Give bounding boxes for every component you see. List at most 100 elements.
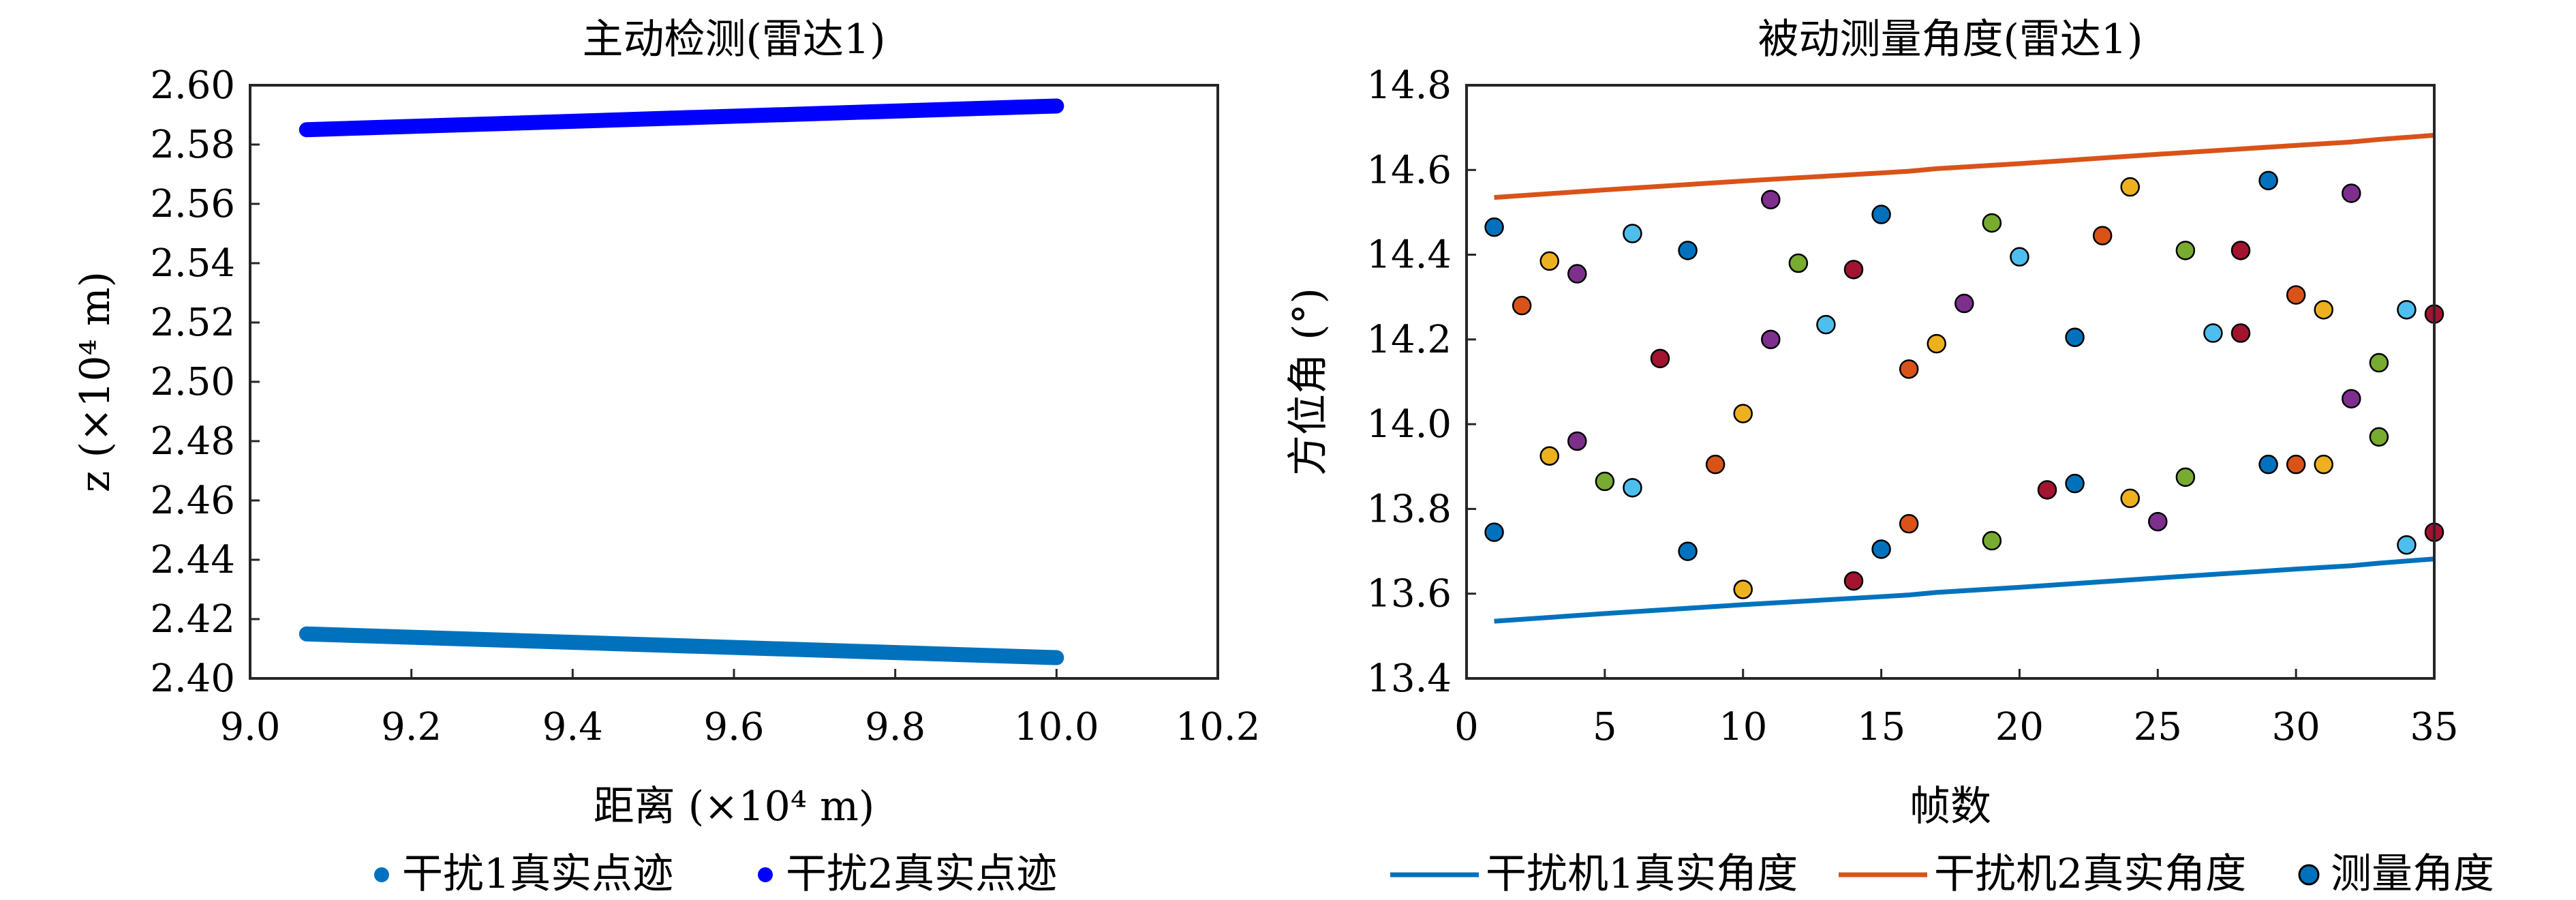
left-x-tick-label: 9.6 bbox=[703, 705, 764, 749]
right-y-tick-label: 13.8 bbox=[1366, 487, 1452, 531]
left-y-tick-label: 2.52 bbox=[150, 301, 235, 345]
right-measured-point bbox=[1788, 253, 1809, 273]
left-x-axis-label: 距离 (×10⁴ m) bbox=[594, 783, 875, 830]
right-measured-point bbox=[2369, 352, 2389, 373]
right-measured-point bbox=[1595, 471, 1615, 492]
right-measured-point bbox=[2286, 285, 2306, 305]
right-legend-label-3: 测量角度 bbox=[2331, 850, 2494, 898]
right-measured-point bbox=[2120, 488, 2140, 509]
left-chart-title: 主动检测(雷达1) bbox=[583, 16, 886, 63]
right-y-axis-label: 方位角 (°) bbox=[1285, 288, 1332, 476]
left-x-tick-label: 9.0 bbox=[219, 705, 280, 749]
right-y-tick-label: 14.8 bbox=[1366, 63, 1452, 108]
right-measured-point bbox=[1567, 264, 1587, 284]
right-measured-point bbox=[1871, 539, 1891, 559]
right-measured-point bbox=[1899, 513, 1919, 534]
right-measured-point bbox=[2037, 480, 2057, 500]
right-measured-point bbox=[2175, 467, 2196, 487]
right-measured-point bbox=[1484, 522, 1504, 542]
left-series-1-track bbox=[298, 626, 1064, 665]
right-y-tick-label: 14.6 bbox=[1366, 148, 1452, 192]
right-measured-point bbox=[1982, 213, 2002, 233]
right-measured-point bbox=[2230, 323, 2251, 343]
right-x-tick-label: 35 bbox=[2410, 705, 2458, 749]
right-measured-point bbox=[1539, 446, 1559, 466]
right-axes-frame bbox=[1465, 84, 2436, 680]
right-x-axis-label: 帧数 bbox=[1910, 783, 1991, 830]
right-measured-point bbox=[1512, 295, 1532, 316]
right-legend: 干扰机1真实角度 干扰机2真实角度 测量角度 bbox=[1390, 850, 2494, 898]
left-y-tick-label: 2.50 bbox=[150, 360, 235, 404]
right-measured-point bbox=[1733, 404, 1753, 423]
right-measured-point bbox=[2010, 247, 2029, 267]
right-chart-title: 被动测量角度(雷达1) bbox=[1758, 16, 2143, 63]
right-series-2-line bbox=[1494, 132, 2435, 200]
right-measured-point bbox=[1705, 454, 1726, 475]
right-measured-point bbox=[1954, 293, 1974, 314]
right-measured-point bbox=[2314, 300, 2333, 320]
right-series-1-line bbox=[1494, 556, 2435, 624]
left-y-tick-label: 2.54 bbox=[150, 241, 235, 286]
right-measured-point bbox=[2397, 535, 2417, 555]
right-chart: 被动测量角度(雷达1) 0 5 10 15 20 25 30 35 13.4 13.6 13.8 14… bbox=[1285, 16, 2494, 898]
left-y-tick-label: 2.44 bbox=[150, 538, 235, 582]
right-measured-point bbox=[1623, 478, 1642, 498]
left-legend-label-1: 干扰1真实点迹 bbox=[402, 850, 673, 898]
right-measured-point bbox=[1843, 571, 1864, 591]
right-legend-marker-3 bbox=[2298, 864, 2320, 886]
right-y-tick-label: 14.2 bbox=[1366, 318, 1452, 362]
right-measured-point bbox=[2065, 327, 2085, 347]
left-x-tick-label: 9.2 bbox=[381, 705, 442, 749]
right-measured-point bbox=[2065, 473, 2085, 494]
right-x-tick-label: 20 bbox=[1995, 705, 2044, 749]
left-legend-marker-2 bbox=[758, 867, 773, 882]
right-measured-point bbox=[2369, 427, 2389, 447]
left-y-tick-label: 2.42 bbox=[150, 597, 235, 642]
right-measured-point bbox=[1539, 251, 1559, 271]
left-x-tick-label: 10.0 bbox=[1014, 705, 1099, 749]
left-y-tick-label: 2.48 bbox=[150, 419, 235, 464]
right-measured-point bbox=[2397, 300, 2417, 320]
right-measured-point bbox=[2342, 183, 2361, 203]
right-measured-point bbox=[1761, 329, 1781, 350]
right-x-tick-label: 10 bbox=[1719, 705, 1767, 749]
left-series-2-track bbox=[298, 98, 1064, 138]
right-measured-point bbox=[2120, 177, 2140, 197]
right-y-tick-label: 14.0 bbox=[1366, 402, 1452, 447]
right-measured-point bbox=[2258, 454, 2278, 475]
right-measured-point bbox=[1761, 190, 1781, 210]
right-measured-point bbox=[1623, 224, 1642, 243]
right-measured-point bbox=[1899, 359, 1919, 379]
right-y-tick-label: 13.4 bbox=[1366, 657, 1452, 701]
right-y-tick-label: 13.6 bbox=[1366, 572, 1452, 616]
left-legend-marker-1 bbox=[374, 867, 389, 882]
right-plot-area: 0 5 10 15 20 25 30 35 13.4 13.6 13.8 14.0 14.2 14.4 14… bbox=[1366, 63, 2458, 749]
right-x-tick-label: 0 bbox=[1454, 705, 1479, 749]
right-measured-point bbox=[2314, 454, 2333, 475]
right-measured-point bbox=[2286, 454, 2306, 475]
left-legend-label-2: 干扰2真实点迹 bbox=[786, 850, 1057, 898]
left-y-tick-label: 2.58 bbox=[150, 123, 235, 167]
right-measured-point bbox=[1678, 241, 1698, 260]
right-x-tick-label: 15 bbox=[1857, 705, 1905, 749]
right-measured-point bbox=[1567, 431, 1587, 451]
right-x-tick-label: 30 bbox=[2272, 705, 2320, 749]
left-y-tick-label: 2.60 bbox=[150, 63, 235, 108]
left-axes-frame bbox=[249, 84, 1219, 680]
left-x-tick-label: 10.2 bbox=[1176, 705, 1261, 749]
right-measured-point bbox=[1733, 580, 1753, 599]
right-measured-point bbox=[1927, 333, 1946, 354]
right-measured-point bbox=[2258, 170, 2278, 191]
right-y-tick-label: 14.4 bbox=[1366, 233, 1452, 278]
right-x-tick-label: 25 bbox=[2134, 705, 2182, 749]
right-x-tick-label: 5 bbox=[1593, 705, 1617, 749]
left-y-tick-label: 2.40 bbox=[150, 657, 235, 701]
right-legend-label-1: 干扰机1真实角度 bbox=[1486, 850, 1798, 898]
right-measured-point bbox=[2230, 241, 2251, 260]
left-y-tick-label: 2.56 bbox=[150, 182, 235, 226]
right-measured-point bbox=[2342, 389, 2361, 409]
right-measured-point bbox=[1816, 314, 1836, 335]
left-y-tick-label: 2.46 bbox=[150, 479, 235, 523]
right-measured-point bbox=[1982, 530, 2002, 551]
